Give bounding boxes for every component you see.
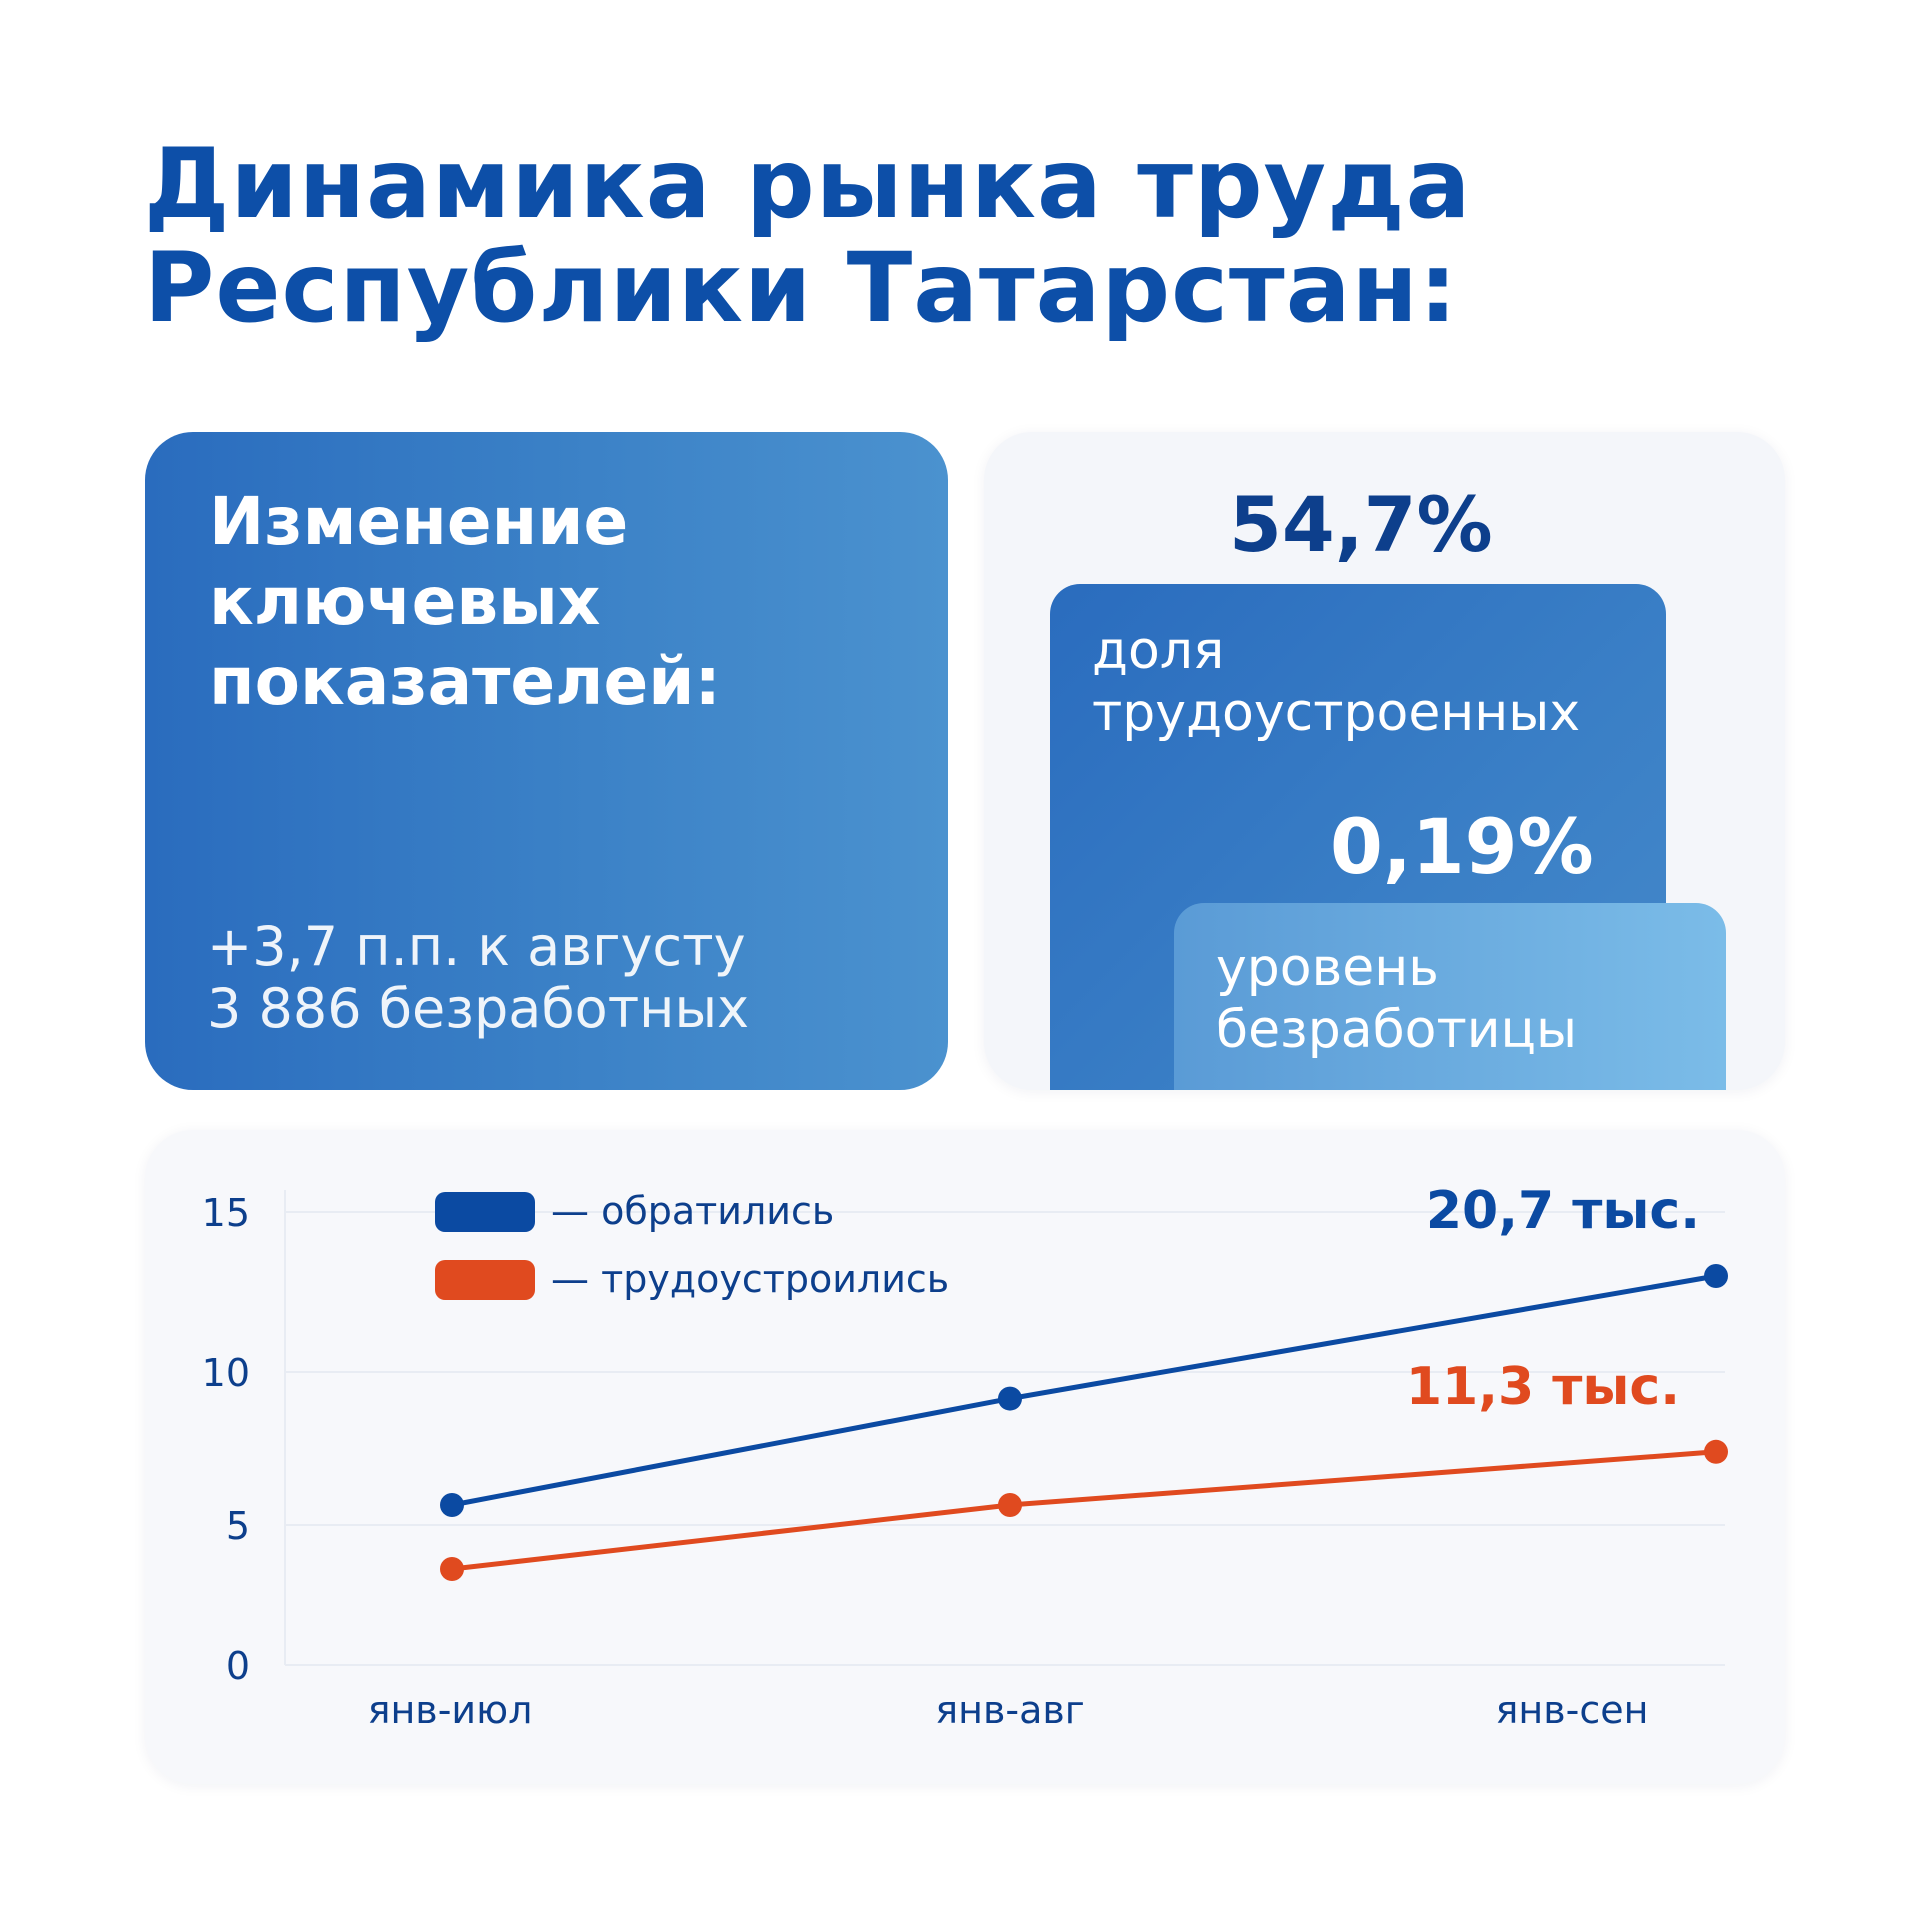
x-tick-label: янв-авг [935, 1688, 1084, 1732]
employment-share-value: 54,7% [1229, 480, 1493, 569]
employment-share-label: доля трудоустроенных [1092, 620, 1580, 744]
key-indicators-card: Изменение ключевых показателей: +3,7 п.п… [145, 432, 948, 1090]
page-title: Динамика рынка труда Республики Татарста… [144, 132, 1471, 340]
data-point [440, 1557, 464, 1581]
data-point [440, 1493, 464, 1517]
legend-label: — обратились [551, 1189, 834, 1233]
employment-share-label-line-1: доля [1092, 621, 1225, 681]
change-stat: +3,7 п.п. к августу [207, 915, 746, 978]
y-tick-label: 5 [226, 1504, 250, 1548]
unemployment-rate-label-line-2: безработицы [1216, 1000, 1578, 1060]
data-point [1704, 1439, 1728, 1464]
key-indicators-heading-line-3: показателей: [209, 643, 721, 720]
unemployed-count-stat: 3 886 безработных [207, 977, 750, 1040]
employment-share-label-line-2: трудоустроенных [1092, 683, 1581, 743]
key-indicators-heading-line-1: Изменение [209, 483, 629, 560]
rates-card: 54,7% доля трудоустроенных 0,19% уровень… [984, 432, 1785, 1090]
x-tick-label: янв-июл [368, 1688, 533, 1732]
page-title-line-1: Динамика рынка труда [144, 128, 1472, 240]
y-tick-label: 10 [202, 1351, 250, 1395]
data-point [998, 1493, 1022, 1517]
unemployment-rate-label: уровень безработицы [1216, 937, 1577, 1061]
chart-card: 0 5 10 15 янв-июл янв-авг янв-сен 20,7 тыс. 11,3… [145, 1130, 1785, 1784]
end-value-label: 20,7 тыс. [1426, 1181, 1700, 1241]
data-point [998, 1386, 1022, 1411]
line-chart: 0 5 10 15 янв-июл янв-авг янв-сен 20,7 тыс. 11,3… [202, 1181, 1728, 1732]
end-value-label: 11,3 тыс. [1406, 1357, 1680, 1417]
key-indicators-stats: +3,7 п.п. к августу 3 886 безработных [207, 916, 749, 1040]
legend-label: — трудоустроились [551, 1257, 949, 1301]
unemployment-rate-label-line-1: уровень [1216, 938, 1439, 998]
key-indicators-heading-line-2: ключевых [209, 563, 601, 640]
y-tick-label: 15 [202, 1191, 250, 1235]
y-tick-label: 0 [226, 1644, 250, 1688]
unemployment-rate-block: уровень безработицы [1174, 903, 1726, 1090]
page-title-line-2: Республики Татарстан: [144, 232, 1459, 344]
x-tick-label: янв-сен [1496, 1688, 1649, 1732]
legend-swatch [435, 1192, 535, 1232]
key-indicators-heading: Изменение ключевых показателей: [209, 482, 721, 722]
data-point [1704, 1264, 1728, 1288]
unemployment-rate-value: 0,19% [1330, 802, 1594, 891]
legend-swatch [435, 1260, 535, 1300]
